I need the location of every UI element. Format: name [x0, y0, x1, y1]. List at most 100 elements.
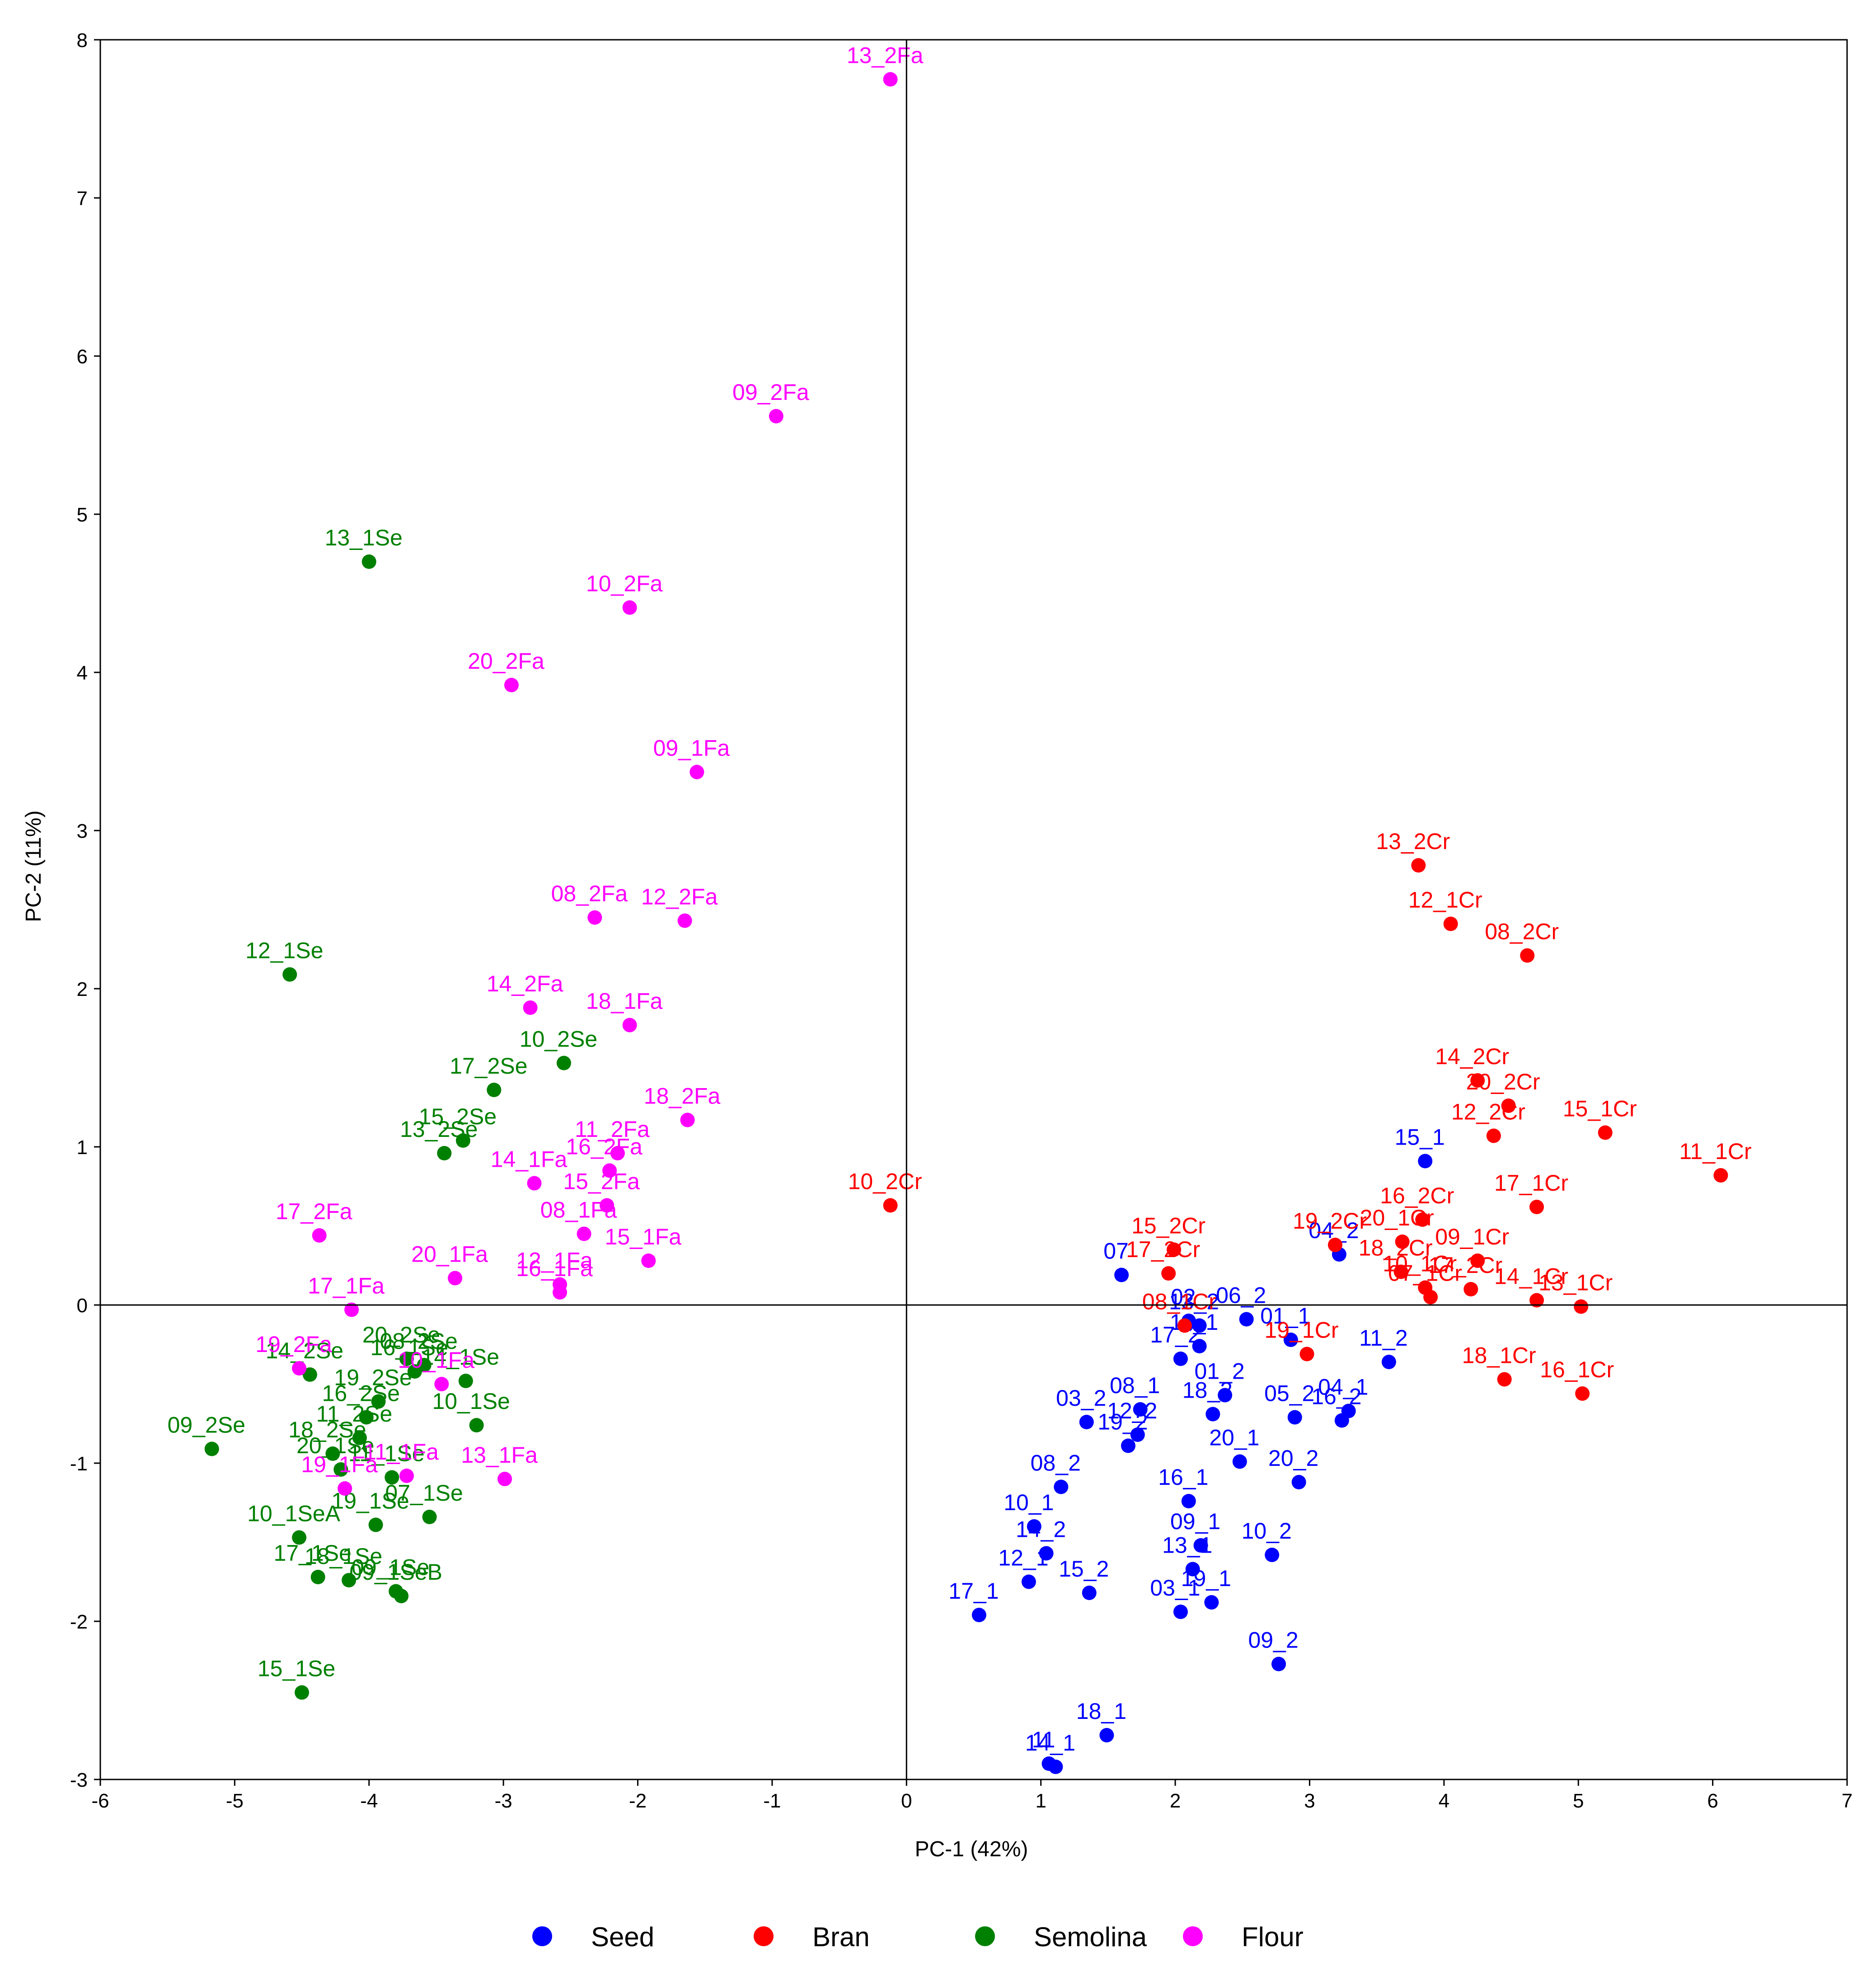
- point-label: 16_2Fa: [566, 1134, 643, 1159]
- point-label: 14_1Fa: [491, 1147, 567, 1172]
- data-point: [610, 1146, 625, 1160]
- data-point: [1529, 1200, 1544, 1214]
- data-point: [1161, 1266, 1176, 1281]
- data-point: [1265, 1548, 1280, 1562]
- point-label: 17_2Se: [450, 1053, 527, 1079]
- x-tick-label: 4: [1439, 1790, 1449, 1812]
- point-label: 20_2: [1268, 1446, 1318, 1471]
- data-point: [1192, 1318, 1207, 1333]
- data-point: [1574, 1299, 1589, 1314]
- x-tick-label: 2: [1170, 1790, 1181, 1812]
- data-point: [1411, 858, 1426, 873]
- point-label: 10_1Fa: [398, 1347, 475, 1373]
- data-point: [1271, 1657, 1286, 1671]
- data-point: [1173, 1352, 1188, 1366]
- point-label: 16_1Fa: [516, 1256, 593, 1281]
- legend-label: Bran: [812, 1922, 870, 1952]
- point-label: 10_2Cr: [848, 1169, 922, 1194]
- point-label: 18_2Fa: [644, 1084, 721, 1109]
- data-point: [1423, 1290, 1438, 1305]
- data-point: [587, 910, 602, 925]
- plot-frame: [99, 39, 1848, 1780]
- point-label: 04_1: [1318, 1375, 1368, 1400]
- data-point: [422, 1510, 437, 1524]
- legend-label: Flour: [1242, 1922, 1304, 1952]
- x-tick-label: -2: [629, 1790, 647, 1812]
- point-label: 17_2Cr: [1428, 1253, 1502, 1278]
- data-point: [1021, 1574, 1036, 1589]
- data-point: [1470, 1253, 1485, 1268]
- data-point: [1027, 1519, 1041, 1534]
- data-point: [1193, 1538, 1208, 1553]
- x-tick-label: 5: [1573, 1790, 1584, 1812]
- point-label: 14_2Se: [266, 1338, 343, 1363]
- data-point: [1463, 1282, 1478, 1296]
- point-label: 01_1: [1260, 1303, 1310, 1328]
- point-label: 09_2Se: [168, 1413, 245, 1438]
- point-label: 18_2Se: [288, 1417, 366, 1442]
- data-point: [325, 1446, 340, 1461]
- y-tick-label: 3: [77, 820, 88, 842]
- data-point: [1039, 1546, 1054, 1561]
- point-label: 13_2Cr: [1376, 829, 1450, 854]
- data-point: [1079, 1415, 1094, 1429]
- point-label: 19_2Cr: [1293, 1208, 1367, 1234]
- point-label: 10_1: [1004, 1490, 1054, 1515]
- point-label: 03_1: [1150, 1575, 1200, 1601]
- data-point: [1192, 1339, 1207, 1353]
- point-label: 12_1Fa: [516, 1248, 593, 1273]
- legend-label: Seed: [591, 1922, 654, 1952]
- point-label: 12_1: [998, 1545, 1048, 1571]
- data-point: [1381, 1355, 1396, 1369]
- data-point: [333, 1462, 348, 1477]
- data-point: [469, 1418, 484, 1432]
- point-label: 01_2: [1194, 1359, 1244, 1384]
- data-point: [553, 1285, 567, 1300]
- data-point: [1239, 1312, 1254, 1327]
- x-tick-label: -4: [360, 1790, 378, 1812]
- data-point: [523, 1000, 538, 1015]
- point-label: 16_1Se: [371, 1335, 448, 1360]
- data-point: [1177, 1318, 1192, 1333]
- data-point: [1205, 1407, 1220, 1422]
- point-label: 12_1Se: [245, 938, 323, 963]
- data-point: [295, 1685, 310, 1700]
- point-label: 09_1Se: [352, 1555, 429, 1580]
- point-label: 19_1Fa: [301, 1452, 378, 1477]
- legend-label: Semolina: [1034, 1922, 1147, 1952]
- point-label: 13_1Se: [325, 525, 403, 550]
- point-label: 17_1Cr: [1494, 1170, 1568, 1196]
- x-tick-label: -5: [226, 1790, 244, 1812]
- point-label: 15_1Cr: [1563, 1096, 1637, 1122]
- point-label: 20_1Se: [296, 1433, 374, 1458]
- point-label: 17_1Fa: [308, 1273, 385, 1299]
- point-label: 19_1Cr: [1265, 1318, 1339, 1343]
- point-label: 05_2: [1264, 1381, 1314, 1406]
- point-label: 11_1Se: [348, 1441, 425, 1466]
- data-point: [1501, 1098, 1516, 1113]
- point-label: 20_1Fa: [411, 1242, 488, 1267]
- series-flour: 13_2Fa 09_2Fa 10_2Fa 20_2Fa 09_1Fa 08_2Fa 12_2…: [255, 43, 924, 1496]
- point-label: 14_1Se: [422, 1344, 499, 1370]
- x-axis-title: PC-1 (42%): [915, 1837, 1028, 1861]
- data-point: [1041, 1756, 1056, 1771]
- point-label: 13_2: [1169, 1289, 1219, 1314]
- data-point: [1291, 1475, 1306, 1489]
- data-point: [312, 1228, 327, 1243]
- series-seed: 15_104_20706_20213_201_111_211_117_201_2…: [948, 1125, 1445, 1774]
- data-point: [1529, 1293, 1544, 1308]
- point-label: 15_2Cr: [1131, 1213, 1205, 1239]
- point-label: 18_1: [1076, 1699, 1126, 1724]
- data-point: [448, 1271, 463, 1286]
- point-label: 08_2Se: [380, 1328, 458, 1354]
- point-label: 18_1Fa: [586, 989, 663, 1014]
- data-point: [344, 1302, 359, 1317]
- data-point: [310, 1570, 325, 1584]
- data-point: [1232, 1454, 1247, 1469]
- point-label: 17_1: [948, 1578, 999, 1604]
- data-point: [1327, 1238, 1342, 1252]
- y-tick-label: 6: [77, 346, 88, 368]
- y-tick-label: 2: [77, 978, 88, 1000]
- point-label: 20_2Cr: [1466, 1069, 1540, 1094]
- point-label: 12_1Cr: [1408, 887, 1482, 913]
